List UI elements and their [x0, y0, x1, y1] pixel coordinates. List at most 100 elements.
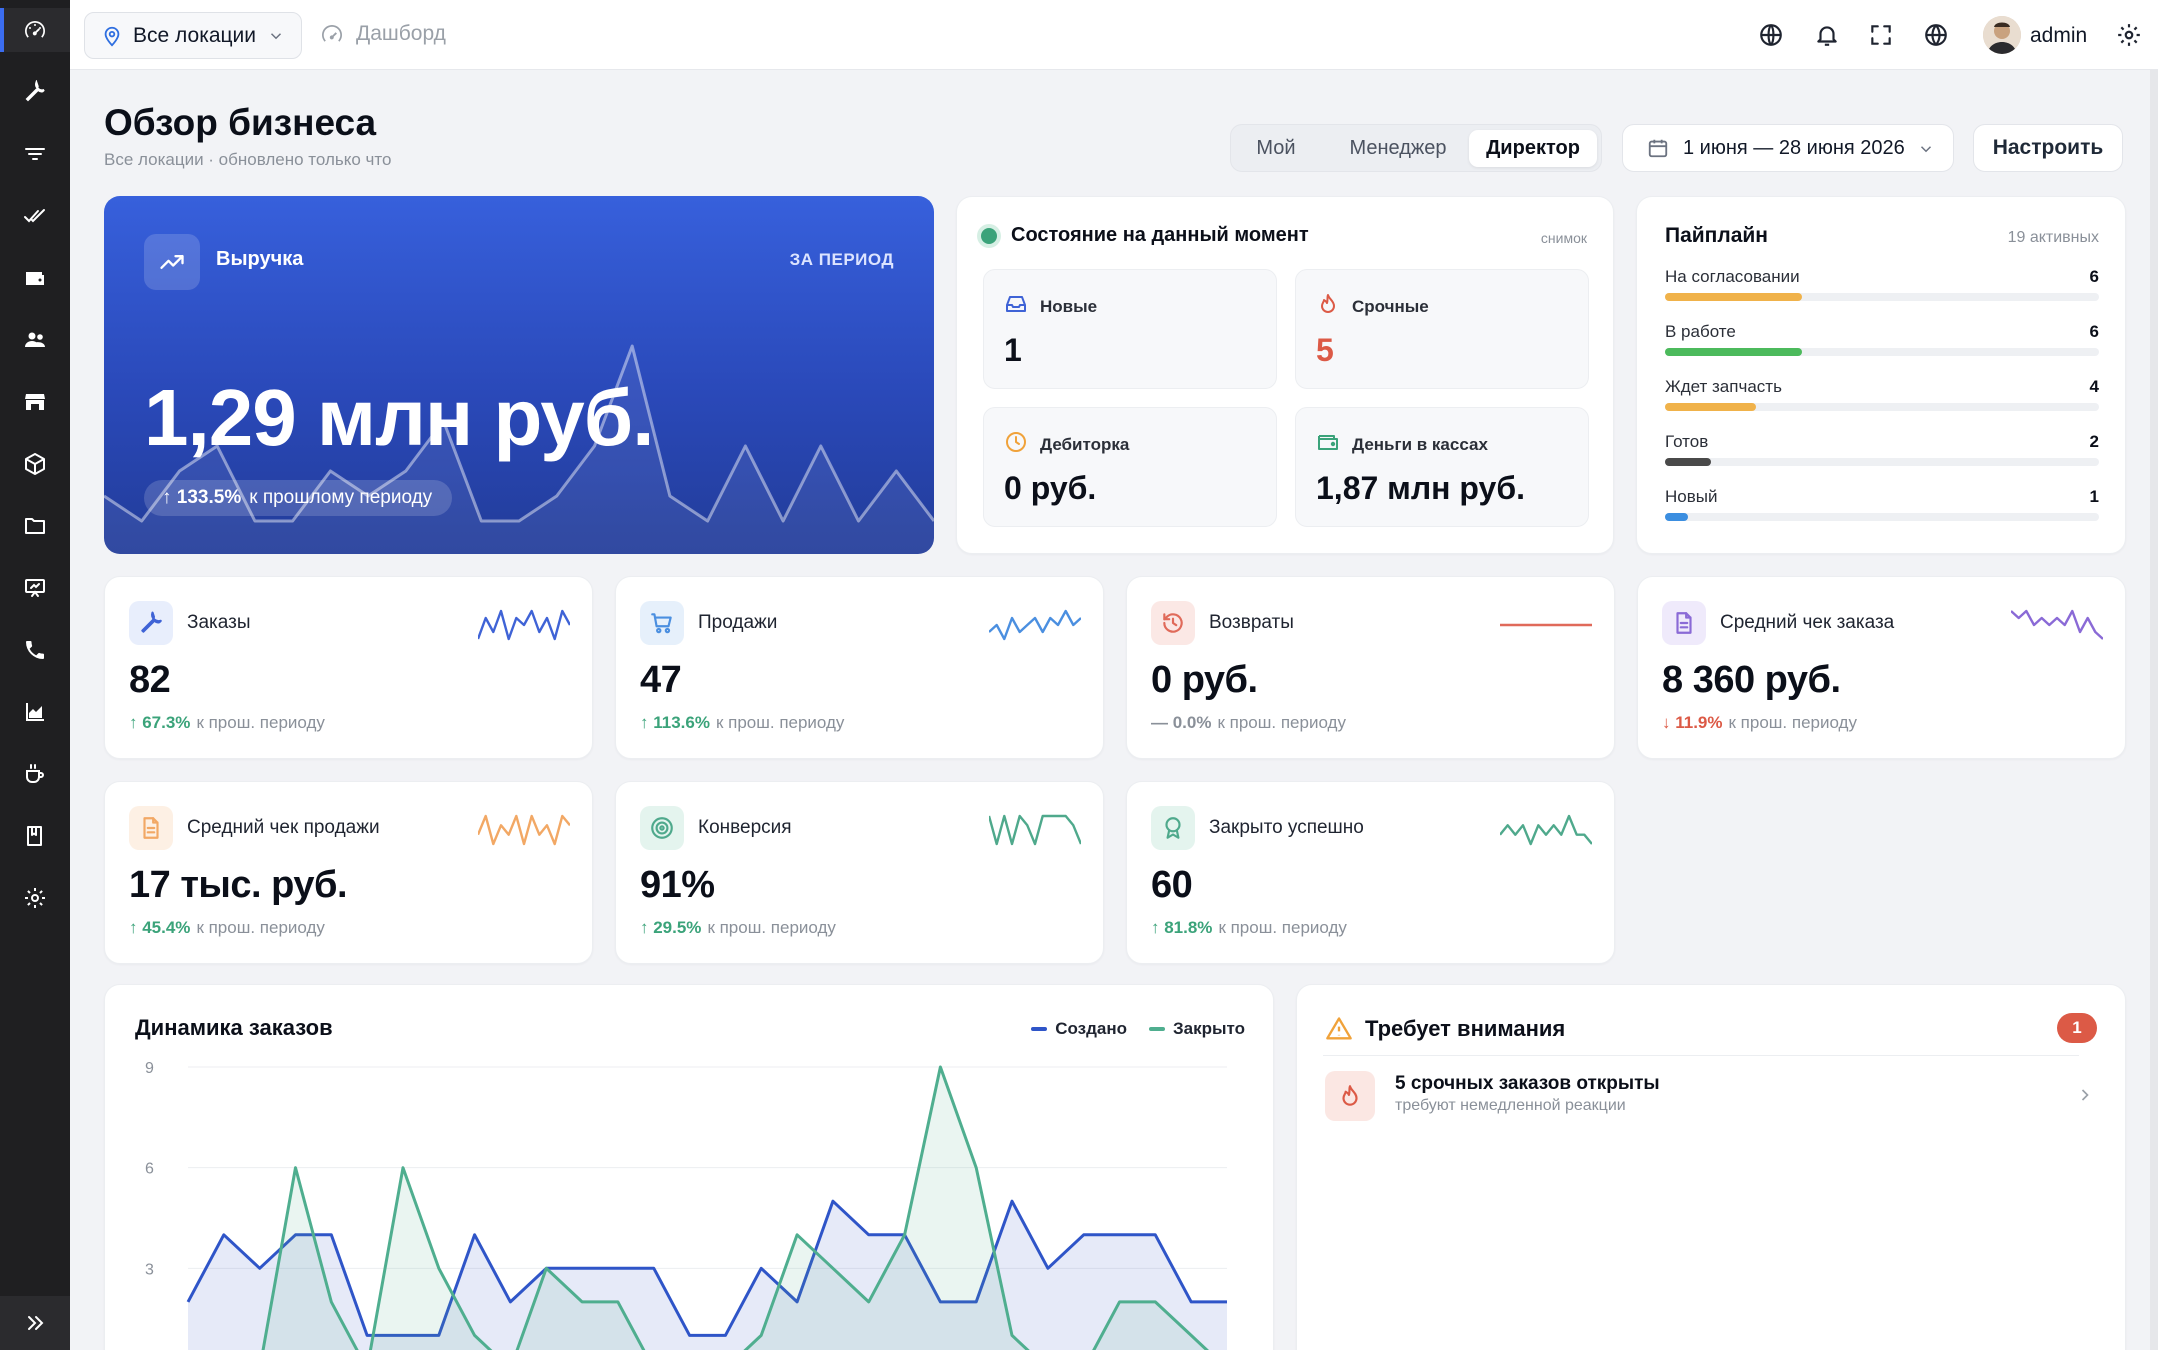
kpi-card[interactable]: Возвраты 0 руб. — 0.0% к прош. периоду — [1126, 576, 1615, 759]
gauge-icon — [322, 25, 342, 42]
pipeline-title: Пайплайн — [1665, 224, 1768, 247]
pipeline-row[interactable]: Готов 2 — [1665, 432, 2099, 472]
pipeline-row-value: 1 — [2089, 487, 2099, 506]
sidebar-item-settings[interactable] — [0, 876, 70, 920]
sidebar-item-reports-board[interactable] — [0, 566, 70, 610]
tab-manager[interactable]: Менеджер — [1349, 137, 1447, 159]
kpi-icon-wrap — [129, 806, 173, 850]
sidebar-item-analytics[interactable] — [0, 690, 70, 734]
pipeline-row-name: В работе — [1665, 322, 1736, 341]
document-icon — [143, 817, 159, 839]
topbar: Все локации Дашборд admin — [70, 0, 2158, 70]
kpi-value: 0 руб. — [1151, 659, 1258, 701]
fullscreen-icon[interactable] — [1868, 22, 1894, 48]
sidebar-item-store[interactable] — [0, 380, 70, 424]
pipeline-row[interactable]: Новый 1 — [1665, 487, 2099, 527]
wallet-icon — [26, 272, 44, 285]
kpi-icon-wrap — [640, 806, 684, 850]
folder-icon — [25, 518, 45, 534]
pipeline-row-track — [1665, 513, 2099, 521]
orders-chart-card: 9 6 3 Динамика заказов Создано Закрыто — [104, 984, 1274, 1350]
pipeline-row[interactable]: В работе 6 — [1665, 322, 2099, 362]
attention-title: Требует внимания — [1365, 1016, 1566, 1041]
tab-director[interactable]: Директор — [1469, 130, 1597, 167]
kpi-delta-text: к прош. периоду — [715, 713, 845, 732]
username[interactable]: admin — [2030, 24, 2088, 47]
kpi-sparkline — [2011, 609, 2103, 640]
sidebar-item-files[interactable] — [0, 504, 70, 548]
coffee-icon — [26, 764, 44, 783]
page-title: Обзор бизнеса — [104, 102, 377, 143]
kpi-card[interactable]: Продажи 47 ↑ 113.6% к прош. периоду — [615, 576, 1104, 759]
attention-item-icon-wrap — [1325, 1071, 1375, 1121]
snapshot-tag: снимок — [1540, 230, 1587, 246]
kpi-card[interactable]: Средний чек продажи 17 тыс. руб. ↑ 45.4% к … — [104, 781, 593, 964]
kpi-label: Заказы — [187, 612, 251, 633]
kpi-value: 60 — [1151, 864, 1193, 906]
kpi-value: 91% — [640, 864, 715, 906]
sidebar-item-knowledge[interactable] — [0, 814, 70, 858]
tile-receivables[interactable]: Дебиторка 0 руб. — [983, 407, 1277, 527]
kpi-sparkline-line — [478, 609, 570, 641]
kpi-value: 17 тыс. руб. — [129, 864, 348, 906]
configure-button[interactable]: Настроить — [1973, 124, 2123, 172]
pipeline-row[interactable]: Ждет запчасть 4 — [1665, 377, 2099, 417]
chevron-right-icon[interactable] — [2075, 1085, 2095, 1105]
sidebar-item-cafe[interactable] — [0, 752, 70, 796]
kpi-delta-text: к прош. периоду — [196, 713, 325, 732]
sidebar-item-wallet[interactable] — [0, 256, 70, 300]
clock-icon — [1006, 432, 1026, 452]
kpi-label: Средний чек продажи — [187, 817, 380, 838]
avatar[interactable] — [1983, 16, 2021, 54]
sidebar-item-repairs[interactable] — [0, 70, 70, 114]
sidebar-item-warehouse[interactable] — [0, 442, 70, 486]
page-subtitle: Все локации · обновлено только что — [104, 150, 392, 169]
kpi-card[interactable]: Средний чек заказа 8 360 руб. ↓ 11.9% к про… — [1637, 576, 2126, 759]
gear-icon[interactable] — [2116, 22, 2142, 48]
tab-my[interactable]: Мой — [1256, 137, 1296, 159]
tile-cash[interactable]: Деньги в кассах 1,87 млн руб. — [1295, 407, 1589, 527]
tile-new[interactable]: Новые 1 — [983, 269, 1277, 389]
sidebar-item-tasks[interactable] — [0, 194, 70, 238]
kpi-card[interactable]: Закрыто успешно 60 ↑ 81.8% к прош. периоду — [1126, 781, 1615, 964]
sidebar-item-calls[interactable] — [0, 628, 70, 672]
page-scrollbar[interactable] — [2150, 70, 2158, 1350]
pipeline-row-fill — [1665, 458, 1711, 466]
kpi-sparkline-line — [989, 609, 1081, 641]
pipeline-row-track — [1665, 458, 2099, 466]
sidebar-item-funnel[interactable] — [0, 132, 70, 176]
kpi-delta-text: к прош. периоду — [1217, 713, 1346, 732]
tile-new-value: 1 — [1004, 332, 1022, 368]
sidebar-item-clients[interactable] — [0, 318, 70, 362]
tile-urgent[interactable]: Срочные 5 — [1295, 269, 1589, 389]
location-select[interactable]: Все локации — [84, 12, 302, 59]
kpi-icon-wrap — [640, 601, 684, 645]
kpi-delta-value: ↑ 29.5% — [640, 918, 702, 937]
pipeline-row-name: Новый — [1665, 487, 1718, 506]
bell-icon[interactable] — [1814, 22, 1840, 48]
wallet-icon — [1318, 435, 1338, 450]
kpi-delta-value: ↑ 81.8% — [1151, 918, 1213, 937]
y-tick-label: 6 — [145, 1161, 154, 1178]
tile-receivables-value: 0 руб. — [1004, 470, 1097, 506]
attention-card: Требует внимания 1 5 срочных заказов отк… — [1296, 984, 2126, 1350]
pipeline-row-value: 6 — [2089, 267, 2099, 286]
kpi-card[interactable]: Заказы 82 ↑ 67.3% к прош. периоду — [104, 576, 593, 759]
kpi-delta: ↑ 45.4% к прош. периоду — [129, 918, 325, 938]
sidebar-expand-button[interactable] — [0, 1296, 70, 1350]
sidebar-item-dashboard[interactable] — [0, 8, 70, 52]
pipeline-row-value: 6 — [2089, 322, 2099, 341]
globe-grid-icon[interactable] — [1758, 22, 1784, 48]
language-globe-icon[interactable] — [1923, 22, 1949, 48]
pipeline-row[interactable]: На согласовании 6 — [1665, 267, 2099, 307]
kpi-card[interactable]: Конверсия 91% ↑ 29.5% к прош. периоду — [615, 781, 1104, 964]
kpi-delta: ↓ 11.9% к прош. периоду — [1662, 713, 1857, 733]
legend-closed-label: Закрыто — [1172, 1019, 1245, 1038]
kpi-delta-text: к прош. периоду — [1728, 713, 1857, 732]
filter-lines-icon — [25, 148, 45, 160]
date-range-picker[interactable]: 1 июня — 28 июня 2026 — [1622, 124, 1954, 172]
legend-closed-swatch — [1148, 1027, 1165, 1031]
gear-icon — [25, 888, 45, 908]
area-chart-icon — [26, 703, 44, 721]
calendar-icon — [1648, 139, 1668, 158]
